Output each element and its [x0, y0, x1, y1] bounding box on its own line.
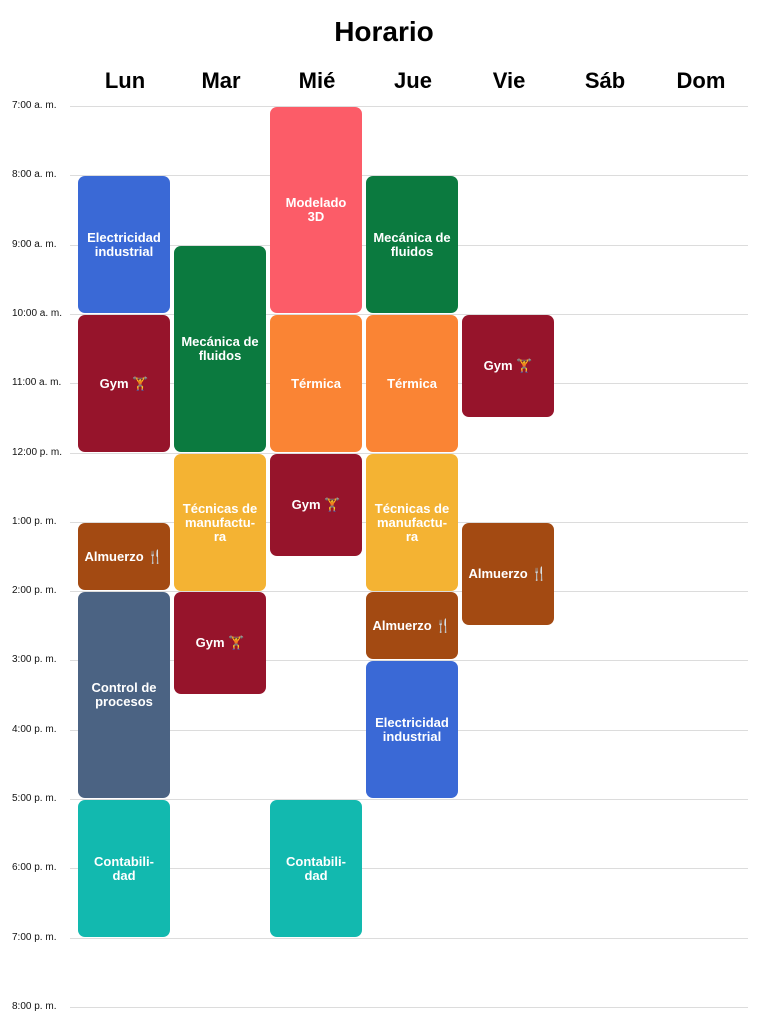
- hour-gridline: [70, 1007, 748, 1008]
- time-label: 11:00 a. m.: [12, 377, 62, 388]
- day-header-4: Vie: [492, 68, 526, 93]
- day-header-1: Mar: [201, 68, 241, 93]
- event-block[interactable]: Mecánica de fluidos: [174, 246, 266, 452]
- hour-gridline: [70, 106, 748, 107]
- hour-gridline: [70, 314, 748, 315]
- event-label: Mecánica de fluidos: [181, 334, 259, 363]
- hour-gridline: [70, 799, 748, 800]
- event-block[interactable]: Electricidad industrial: [78, 176, 170, 313]
- event-block[interactable]: Gym 🏋: [462, 315, 554, 417]
- event-label: Electricidad industrial: [375, 714, 449, 744]
- event-label: Técnicas de manufactu- ra: [182, 500, 258, 544]
- event-block[interactable]: Electricidad industrial: [366, 661, 458, 798]
- day-header-0: Lun: [104, 68, 146, 93]
- event-label: Térmica: [387, 375, 437, 391]
- event-label: Contabili- dad: [286, 853, 346, 883]
- event-label: Almuerzo 🍴: [468, 566, 548, 581]
- time-label: 3:00 p. m.: [12, 654, 57, 665]
- event-label: Control de procesos: [91, 680, 157, 709]
- time-label: 8:00 p. m.: [12, 1001, 57, 1012]
- hour-gridline: [70, 591, 748, 592]
- event-label: Almuerzo 🍴: [372, 617, 452, 633]
- page-title: Horario: [334, 16, 434, 47]
- event-block[interactable]: Control de procesos: [78, 592, 170, 798]
- event-block[interactable]: Almuerzo 🍴: [366, 592, 458, 659]
- time-label: 12:00 p. m.: [12, 447, 63, 458]
- day-header-2: Mié: [298, 68, 336, 93]
- event-block[interactable]: Gym 🏋: [78, 315, 170, 452]
- day-header-5: Sáb: [584, 68, 626, 93]
- hour-gridline: [70, 868, 748, 869]
- time-label: 10:00 a. m.: [12, 308, 63, 319]
- time-label: 6:00 p. m.: [12, 862, 57, 873]
- event-block[interactable]: Técnicas de manufactu- ra: [174, 454, 266, 591]
- time-label: 2:00 p. m.: [12, 585, 57, 596]
- event-label: Gym 🏋: [483, 358, 533, 373]
- event-block[interactable]: Almuerzo 🍴: [78, 523, 170, 590]
- time-label: 8:00 a. m.: [12, 169, 57, 180]
- hour-gridline: [70, 453, 748, 454]
- time-label: 5:00 p. m.: [12, 793, 57, 804]
- event-label: Térmica: [291, 375, 341, 391]
- event-block[interactable]: Contabili- dad: [78, 800, 170, 937]
- event-block[interactable]: Gym 🏋: [174, 592, 266, 694]
- event-label: Gym 🏋: [291, 497, 341, 512]
- time-label: 7:00 p. m.: [12, 932, 57, 943]
- event-block[interactable]: Técnicas de manufactu- ra: [366, 454, 458, 591]
- time-label: 4:00 p. m.: [12, 724, 57, 735]
- hour-gridline: [70, 938, 748, 939]
- event-block[interactable]: Contabili- dad: [270, 800, 362, 937]
- day-header-3: Jue: [394, 68, 432, 93]
- event-label: Contabili- dad: [94, 853, 154, 883]
- event-label: Almuerzo 🍴: [84, 548, 164, 564]
- hour-gridline: [70, 175, 748, 176]
- event-block[interactable]: Almuerzo 🍴: [462, 523, 554, 625]
- time-label: 7:00 a. m.: [12, 100, 57, 111]
- event-label: Modelado 3D: [285, 195, 347, 224]
- time-label: 9:00 a. m.: [12, 239, 57, 250]
- hour-gridline: [70, 660, 748, 661]
- event-block[interactable]: Térmica: [270, 315, 362, 452]
- event-block[interactable]: Térmica: [366, 315, 458, 452]
- event-block[interactable]: Mecánica de fluidos: [366, 176, 458, 313]
- day-header-6: Dom: [676, 68, 726, 93]
- time-label: 1:00 p. m.: [12, 516, 57, 527]
- event-label: Gym 🏋: [99, 375, 149, 391]
- event-label: Técnicas de manufactu- ra: [374, 500, 450, 544]
- event-label: Gym 🏋: [195, 635, 245, 650]
- event-label: Electricidad industrial: [87, 229, 161, 259]
- event-label: Mecánica de fluidos: [373, 229, 451, 259]
- event-block[interactable]: Gym 🏋: [270, 454, 362, 556]
- event-block[interactable]: Modelado 3D: [270, 107, 362, 313]
